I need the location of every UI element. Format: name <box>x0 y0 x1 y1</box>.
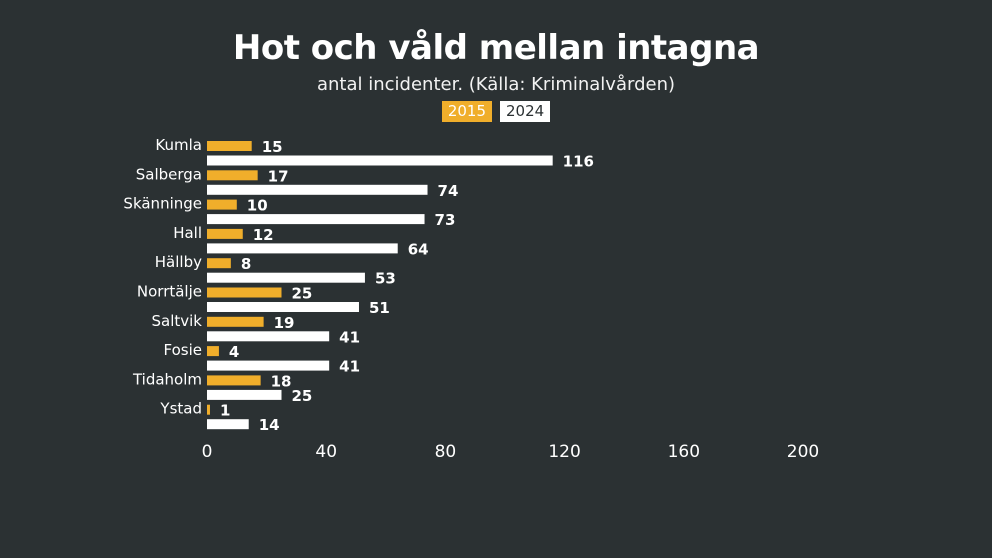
x-tick-label-120: 120 <box>548 442 580 462</box>
bar-2024-tidaholm <box>207 390 282 400</box>
value-label-2015-norrtälje: 25 <box>292 285 313 303</box>
value-label-2024-fosie: 41 <box>339 358 360 376</box>
value-label-2024-saltvik: 41 <box>339 328 360 346</box>
bar-2015-norrtälje <box>207 288 282 298</box>
bar-2015-saltvik <box>207 317 264 327</box>
value-label-2015-hällby: 8 <box>241 255 251 273</box>
bar-2015-ystad <box>207 405 210 415</box>
x-tick-label-200: 200 <box>787 442 819 462</box>
category-label-saltvik: Saltvik <box>152 312 203 330</box>
value-label-2024-kumla: 116 <box>563 153 594 171</box>
value-label-2015-saltvik: 19 <box>274 314 295 332</box>
bar-2024-fosie <box>207 361 329 371</box>
bar-2024-salberga <box>207 185 428 195</box>
bar-2015-hällby <box>207 258 231 268</box>
category-label-ystad: Ystad <box>159 400 202 418</box>
value-label-2015-skänninge: 10 <box>247 197 268 215</box>
bar-2024-hällby <box>207 273 365 283</box>
bar-2015-tidaholm <box>207 375 261 385</box>
bar-2015-skänninge <box>207 200 237 210</box>
value-label-2024-hall: 64 <box>408 240 429 258</box>
bar-2024-saltvik <box>207 331 329 341</box>
x-tick-label-40: 40 <box>315 442 337 462</box>
bar-2015-hall <box>207 229 243 239</box>
value-label-2015-ystad: 1 <box>220 402 230 420</box>
category-label-tidaholm: Tidaholm <box>132 370 202 388</box>
value-label-2024-hällby: 53 <box>375 270 396 288</box>
value-label-2015-kumla: 15 <box>262 138 283 156</box>
value-label-2024-ystad: 14 <box>259 416 280 434</box>
category-label-norrtälje: Norrtälje <box>137 283 202 301</box>
value-label-2015-hall: 12 <box>253 226 274 244</box>
bar-2015-fosie <box>207 346 219 356</box>
category-label-fosie: Fosie <box>164 341 202 359</box>
bar-2015-salberga <box>207 170 258 180</box>
category-label-hall: Hall <box>173 224 202 242</box>
value-label-2024-skänninge: 73 <box>435 211 456 229</box>
bar-2015-kumla <box>207 141 252 151</box>
value-label-2015-tidaholm: 18 <box>271 372 292 390</box>
category-label-hällby: Hällby <box>155 253 202 271</box>
value-label-2024-norrtälje: 51 <box>369 299 390 317</box>
value-label-2015-fosie: 4 <box>229 343 239 361</box>
value-label-2024-tidaholm: 25 <box>292 387 313 405</box>
value-label-2024-salberga: 74 <box>438 182 459 200</box>
bar-2024-norrtälje <box>207 302 359 312</box>
category-label-kumla: Kumla <box>155 136 202 154</box>
value-label-2015-salberga: 17 <box>268 167 289 185</box>
bar-2024-hall <box>207 243 398 253</box>
x-tick-label-0: 0 <box>202 442 213 462</box>
bar-2024-ystad <box>207 419 249 429</box>
bar-2024-skänninge <box>207 214 425 224</box>
x-tick-label-80: 80 <box>435 442 457 462</box>
bar-2024-kumla <box>207 156 553 166</box>
category-label-skänninge: Skänninge <box>123 195 202 213</box>
x-tick-label-160: 160 <box>668 442 700 462</box>
category-label-salberga: Salberga <box>136 165 202 183</box>
